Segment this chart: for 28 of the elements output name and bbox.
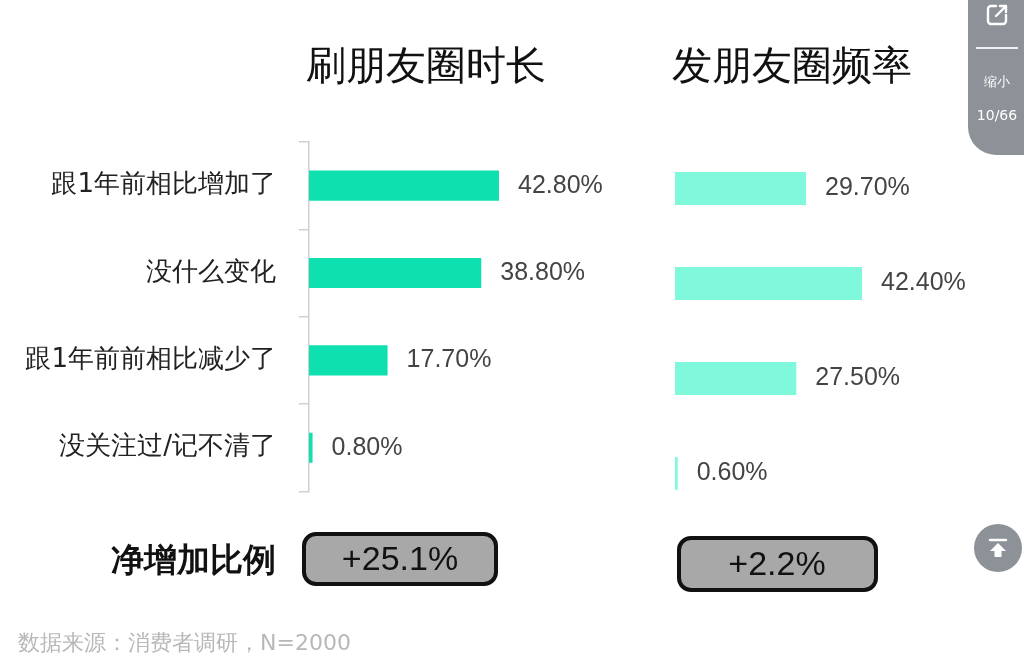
y-tick-label: 跟1年前相比增加了 xyxy=(51,168,276,199)
y-tick-label: 跟1年前前相比减少了 xyxy=(25,343,276,374)
bar xyxy=(309,170,499,201)
bar xyxy=(675,362,797,395)
data-label: 17.70% xyxy=(406,344,492,373)
bar xyxy=(675,457,678,490)
bar xyxy=(675,267,862,300)
bar xyxy=(309,432,313,463)
chart-title: 刷朋友圈时长 xyxy=(306,42,546,89)
text: 净增加比例 xyxy=(111,539,276,579)
data-label: 38.80% xyxy=(500,256,586,285)
text: 10/66 xyxy=(976,107,1018,124)
y-tick-label: 没什么变化 xyxy=(146,255,276,286)
text: +2.2% xyxy=(728,544,826,583)
text: 缩小 xyxy=(984,73,1010,90)
bar xyxy=(675,172,806,205)
chart-title: 发朋友圈频率 xyxy=(672,42,912,89)
data-label: 29.70% xyxy=(824,172,910,201)
data-label: 0.80% xyxy=(331,431,403,460)
data-label: 0.60% xyxy=(696,457,768,486)
text: +25.1% xyxy=(341,539,459,578)
data-label: 27.50% xyxy=(815,362,901,391)
source-note: 数据来源：消费者调研，N=2000 xyxy=(18,629,351,656)
bar xyxy=(309,345,388,376)
y-tick-label: 没关注过/记不清了 xyxy=(59,430,276,461)
data-label: 42.40% xyxy=(881,267,966,296)
bar xyxy=(309,257,482,289)
data-label: 42.80% xyxy=(518,169,603,198)
